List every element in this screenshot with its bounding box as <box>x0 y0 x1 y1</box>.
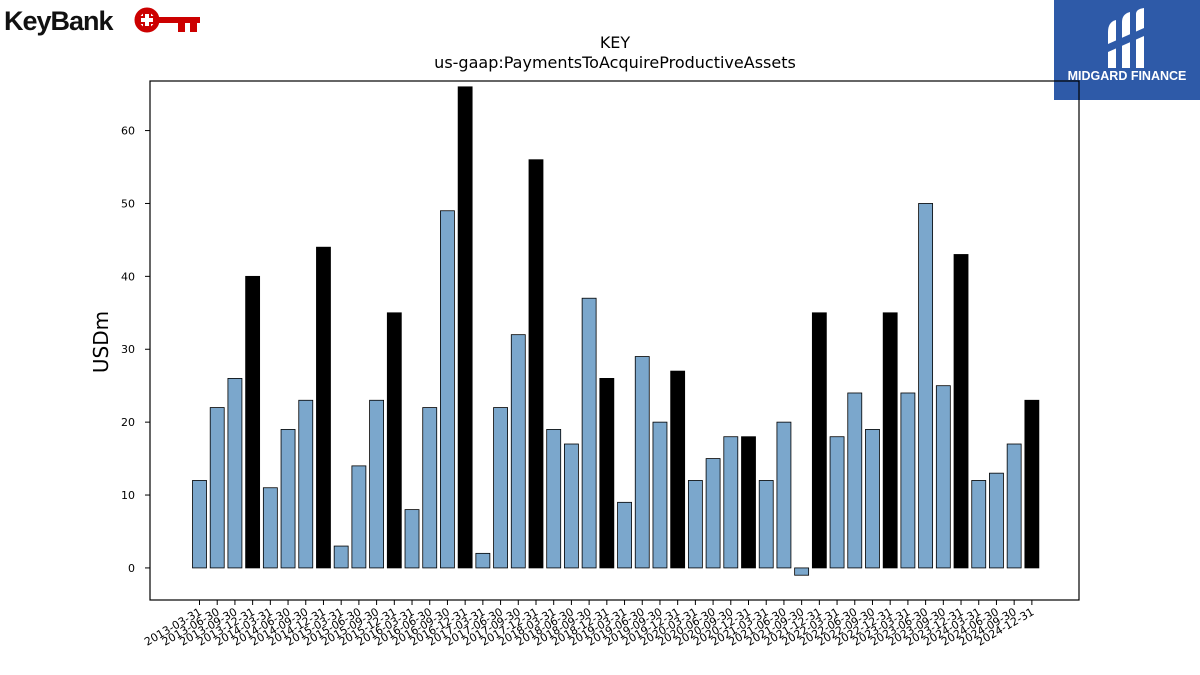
y-tick-label: 10 <box>121 489 135 502</box>
bar <box>953 254 969 569</box>
bar <box>457 86 473 569</box>
y-tick-label: 40 <box>121 270 135 283</box>
y-tick-label: 60 <box>121 125 135 138</box>
bar <box>687 480 703 569</box>
bar <box>971 480 987 569</box>
y-tick-label: 0 <box>128 562 135 575</box>
x-axis: 2013-03-312013-06-302013-09-302013-12-31… <box>142 600 1036 649</box>
key-icon <box>134 7 200 33</box>
bar <box>705 458 721 569</box>
chart-title: KEY <box>600 33 631 52</box>
bar <box>935 385 951 569</box>
midgard-finance-logo: MIDGARD FINANCE <box>1054 0 1200 100</box>
bar <box>351 465 367 569</box>
y-axis-label: USDm <box>89 311 113 373</box>
y-tick-label: 30 <box>121 343 135 356</box>
bar <box>829 436 845 569</box>
bar <box>776 421 792 569</box>
bar <box>741 436 756 569</box>
bar <box>882 312 898 569</box>
bar <box>758 480 774 569</box>
bar <box>918 203 934 569</box>
bar <box>280 429 296 569</box>
midgard-logo-text: MIDGARD FINANCE <box>1067 69 1187 83</box>
bar <box>1006 443 1022 569</box>
bar <box>794 567 810 576</box>
bar <box>475 552 491 569</box>
bar <box>333 545 349 569</box>
bar <box>546 429 562 569</box>
bar <box>564 443 579 569</box>
bar <box>262 487 278 569</box>
bar <box>404 509 420 569</box>
y-tick-label: 50 <box>121 197 135 210</box>
bar <box>865 429 880 569</box>
bar <box>528 159 544 569</box>
bar <box>847 392 863 569</box>
keybank-logo: KeyBank <box>4 4 204 40</box>
y-axis: 0 10 20 30 40 50 60 <box>121 125 150 575</box>
keybank-logo-text: KeyBank <box>4 6 114 36</box>
y-tick-label: 20 <box>121 416 135 429</box>
bar <box>493 407 508 569</box>
plot-frame <box>149 80 1080 601</box>
chart-subtitle: us-gaap:PaymentsToAcquireProductiveAsset… <box>434 53 796 72</box>
bar <box>581 297 597 569</box>
bar <box>670 370 686 569</box>
bar <box>440 210 455 569</box>
bar <box>369 399 385 569</box>
bar <box>510 334 526 569</box>
bar <box>245 275 261 569</box>
midgard-emblem-icon <box>1108 8 1144 68</box>
bar <box>209 407 225 569</box>
bar <box>634 356 650 569</box>
bar <box>386 312 402 569</box>
bar <box>900 392 916 569</box>
bar <box>192 480 207 569</box>
bar <box>989 472 1004 569</box>
bar <box>316 246 331 569</box>
bar <box>617 501 632 569</box>
bar <box>227 378 243 569</box>
bar <box>599 378 615 569</box>
bar <box>1024 399 1040 569</box>
bar <box>298 399 314 569</box>
bar <box>652 421 668 569</box>
bar <box>723 436 739 569</box>
bar <box>422 407 438 569</box>
bar <box>811 312 827 569</box>
bars <box>192 86 1040 576</box>
